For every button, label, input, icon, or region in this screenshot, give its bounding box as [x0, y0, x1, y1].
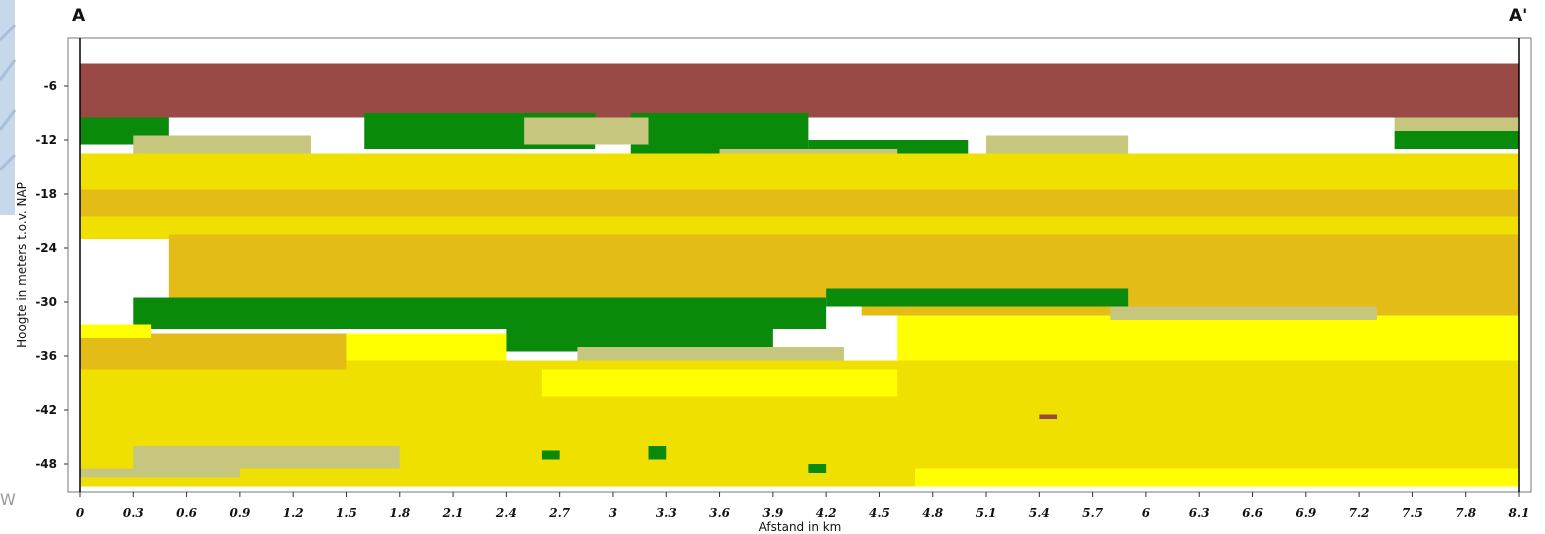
x-tick-label: 0.6 — [176, 506, 198, 520]
svg-text:W: W — [0, 490, 16, 509]
x-tick-label: 3 — [609, 506, 617, 520]
x-tick-label: 6.9 — [1295, 506, 1317, 520]
x-tick-label: 1.2 — [283, 506, 304, 520]
plot-frame — [67, 37, 1532, 493]
cell-sand_bright-7-4 — [914, 468, 1519, 487]
y-tick-label: -30 — [35, 295, 57, 309]
cell-sand_gold-5-0 — [80, 189, 1519, 217]
x-tick-label: 0 — [76, 506, 85, 520]
y-tick-label: -36 — [35, 349, 57, 363]
x-tick-label: 6 — [1142, 506, 1151, 520]
cell-peat_green-9-1 — [648, 446, 667, 460]
x-tick-label: 3.6 — [709, 506, 731, 520]
cell-clay-0-0 — [80, 63, 1519, 118]
x-tick-label: 4.2 — [816, 506, 837, 520]
cell-peat_green-9-0 — [541, 450, 560, 460]
cell-sand_bright-7-1 — [346, 333, 507, 361]
section-end-label: A' — [1509, 6, 1528, 26]
cell-clayey_sand-2-0 — [133, 135, 311, 154]
cell-sand_gold-5-2 — [80, 333, 347, 370]
cell-clayey_sand-2-1 — [524, 117, 649, 145]
x-tick-label: 1.8 — [389, 506, 411, 520]
cell-clayey_sand-2-3 — [986, 135, 1129, 158]
x-tick-label: 7.5 — [1402, 506, 1423, 520]
x-tick-label: 8.1 — [1509, 506, 1530, 520]
cell-sand_bright-7-2 — [897, 315, 1519, 361]
x-tick-label: 6.6 — [1242, 506, 1264, 520]
x-tick-label: 2.7 — [548, 506, 571, 520]
x-tick-label: 0.9 — [229, 506, 251, 520]
y-tick-label: -18 — [35, 187, 57, 201]
cell-clayey_sand-8-0 — [133, 446, 400, 469]
y-tick-label: -24 — [35, 241, 57, 255]
cell-clay-4-0 — [1039, 414, 1058, 419]
x-tick-label: 1.5 — [336, 506, 357, 520]
x-axis-ticks: 0 0.3 0.6 0.9 1.2 1.5 1.8 2.1 2.4 2.7 3 3.3 3.6 3.9 4.… — [76, 492, 1530, 520]
y-axis-label: Hoogte in meters t.o.v. NAP — [15, 182, 29, 348]
lithology-cells — [80, 63, 1520, 487]
x-tick-label: 4.8 — [922, 506, 944, 520]
section-start-label: A — [72, 6, 86, 26]
cell-clayey_sand-2-5 — [1394, 117, 1519, 131]
x-tick-label: 2.4 — [495, 506, 517, 520]
x-axis-label: Afstand in km — [759, 520, 842, 534]
y-tick-label: -48 — [35, 457, 57, 471]
cell-sand_gold-5-1 — [168, 234, 1520, 298]
x-tick-label: 0.3 — [123, 506, 144, 520]
cell-clayey_sand-8-1 — [80, 468, 240, 478]
cell-sand_yellow-3-0 — [80, 153, 1519, 190]
cell-peat_green-6-1 — [826, 288, 1129, 307]
x-tick-label: 5.1 — [976, 506, 997, 520]
x-tick-label: 2.1 — [442, 506, 464, 520]
y-axis-ticks: -6 -12 -18 -24 -30 -36 -42 -48 — [35, 79, 68, 471]
y-tick-label: -42 — [35, 403, 57, 417]
y-tick-label: -12 — [35, 133, 57, 147]
x-tick-label: 4.5 — [869, 506, 890, 520]
cell-sand_bright-7-0 — [80, 324, 152, 338]
x-tick-label: 5.4 — [1029, 506, 1050, 520]
cell-clayey_sand-8-2 — [1110, 306, 1377, 320]
x-tick-label: 3.9 — [762, 506, 784, 520]
cell-clayey_sand-8-3 — [577, 347, 844, 361]
x-tick-label: 6.3 — [1189, 506, 1210, 520]
y-tick-label: -6 — [44, 79, 57, 93]
x-tick-label: 7.8 — [1455, 506, 1477, 520]
cell-peat_green-6-2 — [506, 329, 773, 352]
cell-sand_bright-7-3 — [541, 369, 898, 397]
cell-peat_green-6-0 — [133, 297, 827, 329]
cell-peat_green-9-2 — [808, 464, 827, 473]
cell-peat_green-1-6 — [1394, 131, 1519, 149]
x-tick-label: 3.3 — [656, 506, 677, 520]
x-tick-label: 7.2 — [1349, 506, 1370, 520]
x-tick-label: 5.7 — [1082, 506, 1104, 520]
